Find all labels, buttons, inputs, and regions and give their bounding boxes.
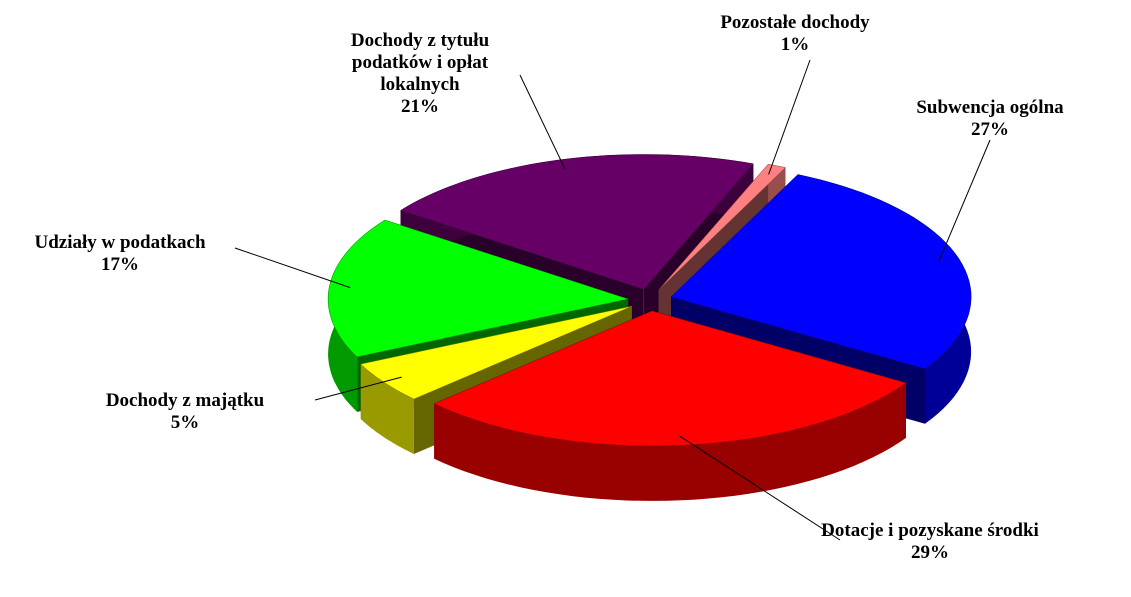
- slice-top: [399, 154, 754, 290]
- value-label: 5%: [170, 412, 200, 433]
- value-label: 17%: [101, 254, 139, 275]
- data-label: Dochody z tytułu podatków i opłat lokaln…: [325, 30, 515, 118]
- value-label: 29%: [911, 542, 949, 563]
- leader-line: [314, 376, 402, 401]
- leader-line: [679, 435, 841, 541]
- category-label: Udziały w podatkach: [34, 232, 206, 253]
- leader-line: [519, 74, 566, 170]
- slice-top: [360, 305, 632, 400]
- slice-top: [433, 310, 907, 447]
- slice-top: [327, 219, 630, 358]
- slice-top: [670, 174, 972, 370]
- slice: [433, 310, 907, 501]
- value-label: 1%: [780, 34, 810, 55]
- leader-line: [938, 139, 991, 262]
- value-label: 21%: [401, 96, 439, 117]
- data-label: Subwencja ogólna 27%: [870, 97, 1110, 141]
- slice-side: [434, 382, 906, 501]
- data-label: Pozostałe dochody 1%: [675, 12, 915, 56]
- data-label: Udziały w podatkach 17%: [0, 232, 240, 276]
- category-label: Subwencja ogólna: [916, 97, 1064, 118]
- leader-line: [768, 59, 811, 175]
- slice-top: [658, 163, 787, 291]
- data-label: Dotacje i pozyskane środki 29%: [820, 520, 1040, 564]
- slice-side: [360, 364, 414, 454]
- value-label: 27%: [971, 119, 1009, 140]
- category-label: Dochody z majątku: [105, 390, 265, 411]
- category-label: Dotacje i pozyskane środki: [821, 520, 1039, 541]
- data-label: Dochody z majątku 5%: [65, 390, 305, 434]
- category-label: Pozostałe dochody: [720, 12, 870, 33]
- leader-line: [234, 247, 351, 289]
- category-label: Dochody z tytułu podatków i opłat lokaln…: [350, 30, 490, 95]
